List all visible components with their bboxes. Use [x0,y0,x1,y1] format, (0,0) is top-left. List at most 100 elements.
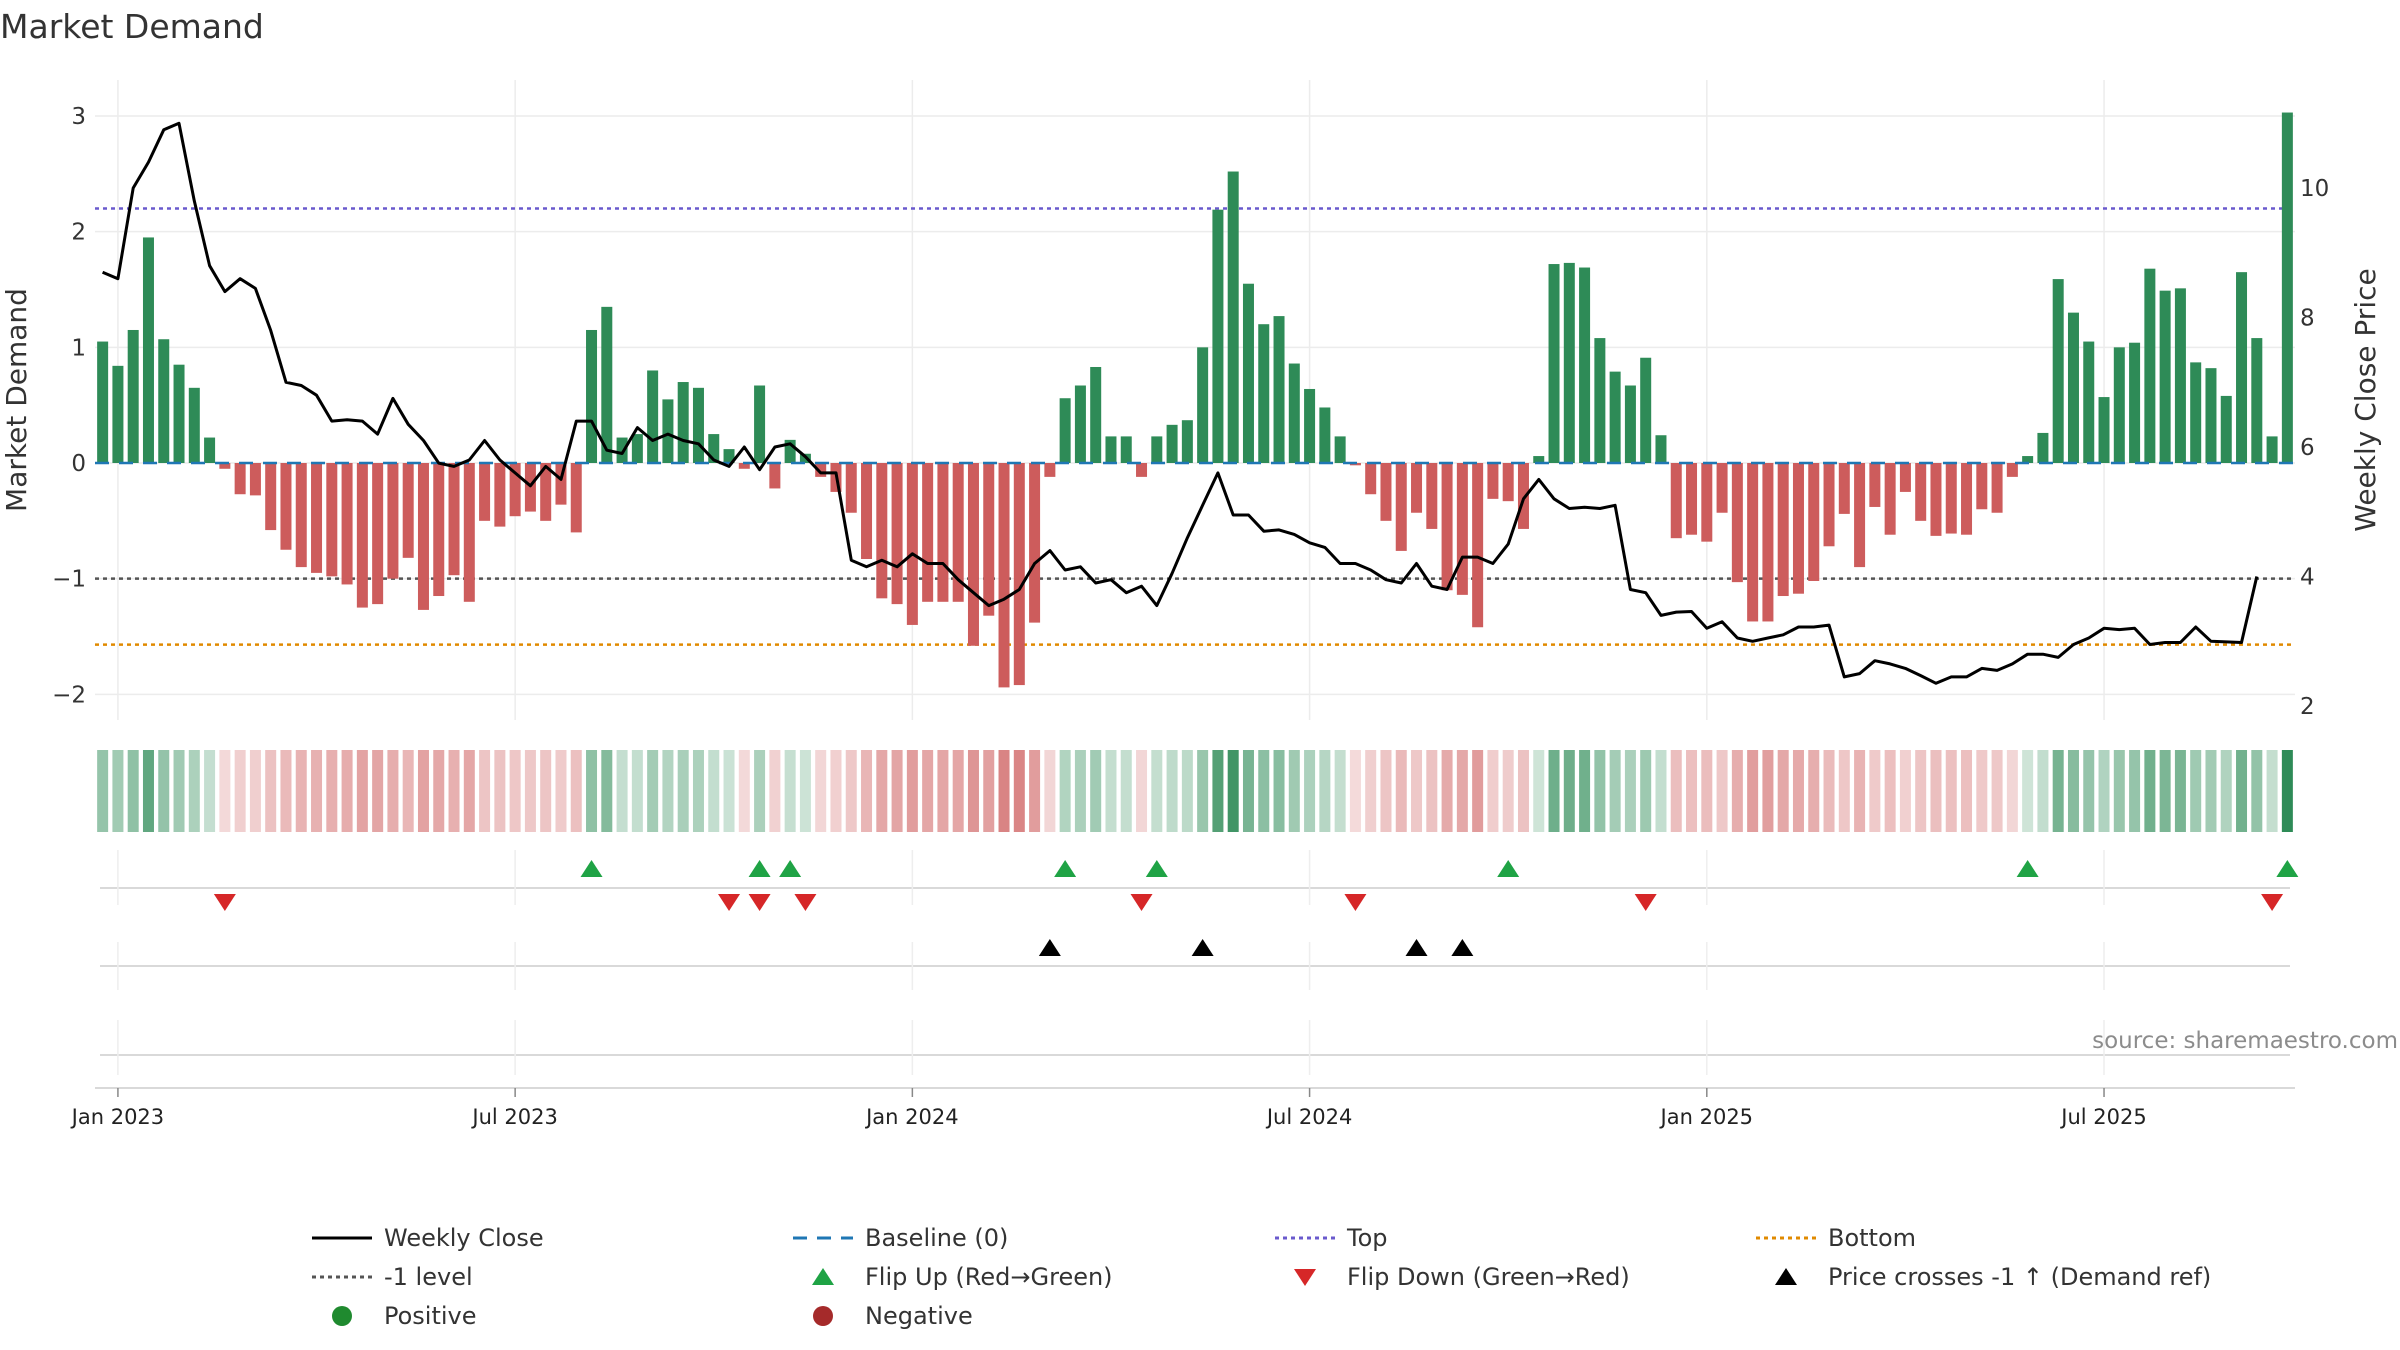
heat-cell [1411,750,1423,832]
heat-cell [188,750,200,832]
demand-bar [1120,436,1132,463]
heat-cell [1258,750,1270,832]
heat-cell [1136,750,1148,832]
heat-cell [1762,750,1774,832]
heat-cell [906,750,918,832]
y2-axis-ticks: 10 8 6 4 2 [2300,176,2329,720]
demand-bar [2067,312,2079,463]
demand-bar [1579,267,1591,463]
demand-bar [1181,420,1193,463]
grid [95,80,2295,720]
heat-cell [387,750,399,832]
heat-cell [1349,750,1361,832]
heat-cell [1961,750,1973,832]
demand-bar [754,385,766,463]
legend-label: Top [1346,1224,1388,1252]
demand-bar [417,463,429,610]
flip-up-marker [2276,860,2299,877]
demand-bar [158,339,170,463]
heat-cell [983,750,995,832]
x-tick-label: Jan 2024 [864,1105,959,1129]
legend-item-negative: Negative [813,1302,973,1330]
flip-down-marker [2261,894,2284,911]
y-tick-label: −1 [52,567,86,593]
y-tick-label: 3 [71,104,86,130]
heat-cell [1441,750,1453,832]
flip-down-marker [1634,894,1657,911]
heat-cell [97,750,109,832]
demand-bar [1716,463,1728,513]
heat-cell [2266,750,2278,832]
demand-bar [1365,463,1377,495]
demand-bar [494,463,506,527]
y-axis-label: Market Demand [0,288,33,512]
heat-cell [2067,750,2079,832]
demand-bar [1074,385,1086,463]
heat-cell [1304,750,1316,832]
heat-cell [1013,750,1025,832]
demand-bar [601,306,613,463]
demand-bar [677,382,689,463]
heat-cell [1319,750,1331,832]
demand-bar [2022,456,2034,463]
legend-label: Baseline (0) [865,1224,1008,1252]
heat-cell [448,750,460,832]
heat-cell [677,750,689,832]
demand-bar [1136,463,1148,477]
demand-bar [616,437,628,463]
heat-cell [586,750,598,832]
heat-cell [112,750,124,832]
demand-bar [1686,463,1698,535]
demand-bar [1624,385,1636,463]
price-cross-marker [1451,939,1474,956]
price-cross-marker [1191,939,1214,956]
heat-cell [204,750,216,832]
demand-bar [1961,463,1973,535]
y2-tick-label: 6 [2300,435,2315,461]
demand-bar [1930,463,1942,536]
heat-cell [2144,750,2156,832]
x-tick-label: Jul 2025 [2059,1105,2146,1129]
demand-bar [2251,338,2263,463]
legend: Weekly Close Baseline (0) Top Bottom -1 leve… [312,1224,2211,1330]
heat-cell [1456,750,1468,832]
demand-bar [2205,368,2217,463]
demand-bar [295,463,307,568]
demand-bar [1670,463,1682,539]
heat-cell [1548,750,1560,832]
x-tick-label: Jul 2023 [470,1105,557,1129]
demand-bar [2266,436,2278,463]
heat-cell [662,750,674,832]
heat-cell [1334,750,1346,832]
y-tick-label: 2 [71,220,86,246]
flip-down-marker [213,894,236,911]
heat-cell [142,750,154,832]
y-tick-label: 0 [71,451,86,477]
legend-swatch [812,1268,834,1285]
demand-bar [1013,463,1025,686]
heat-cell [219,750,231,832]
heat-cell [1701,750,1713,832]
heat-cell [1594,750,1606,832]
heat-cell [1945,750,1957,832]
demand-bar [983,463,995,616]
legend-label: Positive [384,1302,477,1330]
demand-bar [922,463,934,602]
price-cross-marker [1405,939,1428,956]
heat-cell [1563,750,1575,832]
demand-bar [769,463,781,489]
demand-bar [173,364,185,463]
x-tick-label: Jan 2025 [1659,1105,1754,1129]
heat-cell [265,750,277,832]
heat-cell [861,750,873,832]
heat-cell [845,750,857,832]
demand-bar [1090,366,1102,463]
heat-cell [830,750,842,832]
heat-cell [1655,750,1667,832]
heat-cell [815,750,827,832]
heat-cell [2129,750,2141,832]
demand-bar [1701,463,1713,542]
heat-cell [2083,750,2095,832]
y2-tick-label: 8 [2300,306,2315,332]
demand-bar [1059,398,1071,463]
